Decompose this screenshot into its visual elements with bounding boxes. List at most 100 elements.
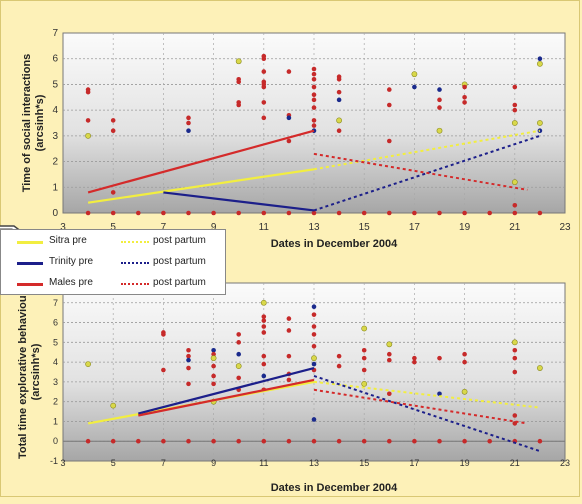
data-point-trinity xyxy=(311,361,317,367)
data-point-male xyxy=(136,438,141,444)
data-point-male xyxy=(512,84,518,90)
data-point-male xyxy=(512,102,518,108)
y-axis-label: Time of social interactions(arcsinh*s) xyxy=(21,54,46,193)
data-point-male xyxy=(85,87,91,92)
y-tick-label: 2 xyxy=(53,397,58,407)
legend-row-males: Males pre post partum xyxy=(1,274,227,294)
data-point-male xyxy=(512,210,518,216)
data-point-trinity xyxy=(186,128,191,134)
data-point-male xyxy=(311,210,317,216)
data-point-male xyxy=(261,438,267,444)
data-point-male xyxy=(462,351,467,357)
trend-line-pre xyxy=(138,378,315,417)
data-point-male xyxy=(110,190,116,195)
legend-label-males-post: post partum xyxy=(153,277,206,288)
legend-swatch-trinity-pre xyxy=(17,262,43,265)
data-point-male xyxy=(261,330,267,335)
data-point-male xyxy=(336,363,342,369)
trend-line-post xyxy=(313,375,541,453)
data-point-trinity xyxy=(412,84,417,90)
data-point-sitra xyxy=(85,361,91,367)
x-axis-label: Dates in December 2004 xyxy=(271,238,398,250)
legend: Sitra pre post partum Trinity pre post p… xyxy=(0,229,226,295)
data-point-male xyxy=(186,381,191,387)
data-point-male xyxy=(462,359,467,365)
data-point-male xyxy=(261,56,267,62)
data-point-male xyxy=(336,210,342,216)
data-point-male xyxy=(186,438,191,444)
data-point-sitra xyxy=(537,120,543,126)
y-tick-label: 3 xyxy=(53,377,58,387)
x-tick-label: 11 xyxy=(259,458,268,468)
data-point-male xyxy=(186,210,191,216)
data-point-male xyxy=(311,123,317,128)
y-axis-label: Total time explorative behaviours(arcsin… xyxy=(17,285,42,459)
x-tick-label: 5 xyxy=(111,458,116,468)
data-point-male xyxy=(286,316,292,321)
data-point-sitra xyxy=(386,341,393,348)
x-tick-label: 19 xyxy=(459,222,471,233)
data-point-male xyxy=(186,347,191,353)
data-point-male xyxy=(186,365,191,371)
y-tick-label: 7 xyxy=(53,298,58,308)
y-axis-label-line2: (arcsinh*s) xyxy=(34,94,46,151)
x-tick-label: 21 xyxy=(509,222,521,233)
data-point-male xyxy=(311,118,317,123)
legend-label-trinity-pre: Trinity pre xyxy=(49,256,94,267)
data-point-male xyxy=(512,355,518,361)
data-point-male xyxy=(236,332,241,337)
data-point-sitra xyxy=(537,365,543,371)
trend-line-pre xyxy=(87,129,315,194)
legend-row-sitra: Sitra pre post partum xyxy=(1,232,227,252)
data-point-male xyxy=(286,438,292,444)
data-point-sitra xyxy=(361,325,368,332)
data-point-male xyxy=(512,107,518,113)
data-point-male xyxy=(311,332,317,337)
y-tick-label: 5 xyxy=(53,337,58,347)
data-point-male xyxy=(161,332,166,337)
data-point-male xyxy=(186,120,191,126)
x-tick-label: 11 xyxy=(259,222,270,233)
data-point-male xyxy=(311,92,317,98)
legend-label-males-pre: Males pre xyxy=(49,277,93,288)
chart-explorative-behaviours: -1012345678357911131517192123Dates in De… xyxy=(17,278,570,494)
y-tick-label: 4 xyxy=(53,357,58,367)
data-point-sitra xyxy=(537,60,543,67)
data-point-male xyxy=(462,100,467,105)
data-point-trinity xyxy=(286,115,292,121)
y-tick-label: 5 xyxy=(52,79,58,90)
data-point-male xyxy=(361,355,367,361)
data-point-male xyxy=(387,438,392,444)
data-point-male xyxy=(336,128,342,134)
data-point-sitra xyxy=(511,339,518,346)
data-point-male xyxy=(387,210,392,216)
data-point-trinity xyxy=(186,357,191,363)
data-point-male xyxy=(136,210,141,216)
legend-swatch-sitra-post xyxy=(121,241,149,243)
data-point-trinity xyxy=(336,97,342,103)
x-tick-label: 7 xyxy=(161,458,166,468)
data-point-male xyxy=(211,438,216,444)
data-point-male xyxy=(487,438,493,444)
trend-line-post xyxy=(313,380,541,409)
x-tick-label: 19 xyxy=(460,458,470,468)
y-axis-label-line1: Time of social interactions xyxy=(21,54,33,193)
data-point-male xyxy=(211,381,216,387)
y-tick-label: 2 xyxy=(52,157,58,168)
data-point-sitra xyxy=(85,132,91,139)
x-tick-label: 13 xyxy=(308,222,320,233)
data-point-male xyxy=(361,210,367,216)
data-point-male xyxy=(387,351,392,357)
trend-line-post xyxy=(313,152,528,191)
data-point-male xyxy=(361,367,367,373)
data-point-male xyxy=(412,355,417,361)
x-tick-label: 21 xyxy=(510,458,520,468)
data-point-male xyxy=(537,438,543,444)
data-point-male xyxy=(512,347,518,353)
x-tick-label: 15 xyxy=(359,222,371,233)
legend-swatch-males-pre xyxy=(17,283,43,286)
data-point-trinity xyxy=(311,417,317,422)
data-point-male xyxy=(437,438,442,444)
data-point-male xyxy=(261,361,267,367)
y-tick-label: 7 xyxy=(52,28,58,39)
